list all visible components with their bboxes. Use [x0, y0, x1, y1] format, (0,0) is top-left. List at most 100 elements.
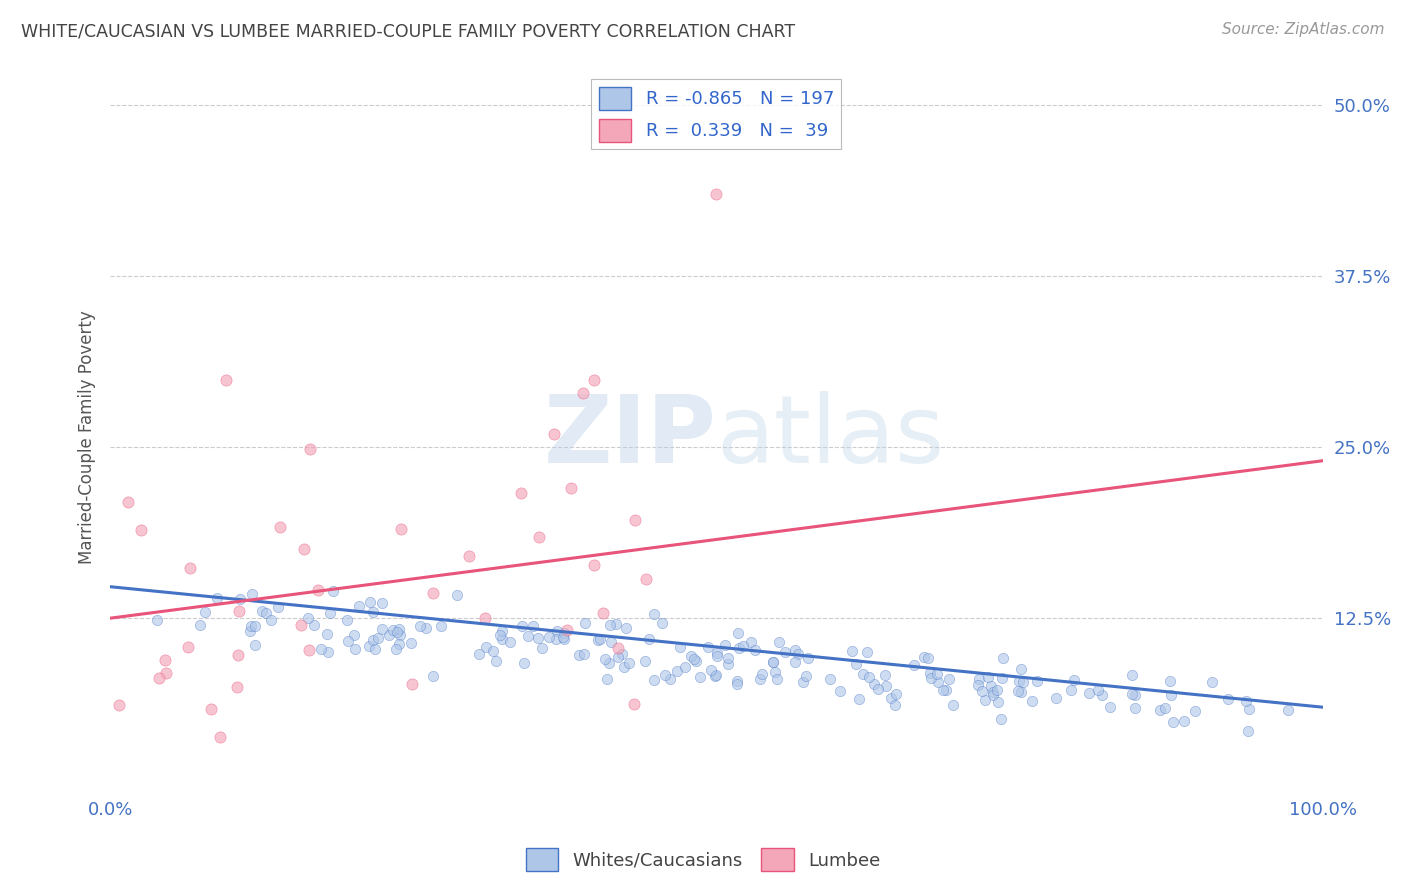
Point [875, 679, 897, 693]
Point [510, 619, 533, 633]
Point [1218, 691, 1240, 706]
Point [689, 670, 711, 684]
Point [1060, 683, 1083, 698]
Point [868, 682, 890, 697]
Point [751, 667, 773, 681]
Point [637, 632, 659, 646]
Point [841, 644, 863, 658]
Point [117, 495, 139, 509]
Point [610, 648, 633, 662]
Point [240, 587, 263, 601]
Point [388, 622, 411, 636]
Point [766, 672, 789, 686]
Point [797, 651, 820, 665]
Point [599, 618, 621, 632]
Legend: Whites/Caucasians, Lumbee: Whites/Caucasians, Lumbee [519, 841, 887, 879]
Point [673, 660, 696, 674]
Point [1087, 682, 1109, 697]
Point [371, 596, 394, 610]
Point [361, 605, 384, 619]
Point [243, 638, 266, 652]
Point [367, 631, 389, 645]
Point [485, 654, 508, 668]
Point [863, 677, 886, 691]
Point [762, 656, 785, 670]
Point [1123, 701, 1146, 715]
Point [491, 632, 513, 646]
Point [228, 604, 250, 618]
Point [884, 687, 907, 701]
Point [408, 618, 430, 632]
Point [668, 640, 690, 654]
Point [239, 619, 262, 633]
Point [700, 663, 723, 677]
Point [1008, 674, 1031, 689]
Point [714, 639, 737, 653]
Point [1021, 694, 1043, 708]
Point [623, 697, 645, 711]
Point [422, 668, 444, 682]
Point [706, 646, 728, 660]
Point [363, 641, 385, 656]
Point [207, 591, 229, 605]
Point [474, 610, 496, 624]
Point [740, 634, 762, 648]
Point [990, 713, 1012, 727]
Point [489, 628, 512, 642]
Point [391, 522, 413, 536]
Point [129, 523, 152, 537]
Point [307, 582, 329, 597]
Point [983, 688, 1005, 702]
Point [361, 632, 384, 647]
Point [1161, 714, 1184, 729]
Point [875, 667, 897, 681]
Point [883, 698, 905, 712]
Point [598, 656, 620, 670]
Point [1239, 702, 1261, 716]
Point [481, 643, 503, 657]
Point [685, 654, 707, 668]
Point [935, 683, 957, 698]
Point [725, 674, 748, 689]
Point [643, 673, 665, 688]
Point [643, 607, 665, 622]
Point [606, 641, 628, 656]
Point [513, 656, 536, 670]
Point [986, 683, 1008, 698]
Point [763, 665, 786, 679]
Point [613, 660, 636, 674]
Point [359, 595, 381, 609]
Point [292, 542, 315, 557]
Point [347, 599, 370, 614]
Point [527, 530, 550, 544]
Point [531, 640, 554, 655]
Point [546, 624, 568, 639]
Point [704, 186, 727, 201]
Point [467, 647, 489, 661]
Point [343, 628, 366, 642]
Point [537, 630, 560, 644]
Point [725, 677, 748, 691]
Text: Source: ZipAtlas.com: Source: ZipAtlas.com [1222, 22, 1385, 37]
Point [553, 626, 575, 640]
Point [475, 640, 498, 654]
Point [385, 625, 408, 640]
Point [792, 675, 814, 690]
Point [527, 632, 550, 646]
Point [145, 613, 167, 627]
Point [761, 655, 783, 669]
Point [302, 618, 325, 632]
Point [357, 639, 380, 653]
Point [880, 690, 903, 705]
Point [623, 513, 645, 527]
Point [298, 643, 321, 657]
Point [260, 613, 283, 627]
Text: ZIP: ZIP [544, 391, 716, 483]
Point [1010, 685, 1032, 699]
Point [401, 676, 423, 690]
Point [1237, 723, 1260, 738]
Point [918, 665, 941, 680]
Point [568, 648, 591, 662]
Point [845, 657, 868, 671]
Point [619, 656, 641, 670]
